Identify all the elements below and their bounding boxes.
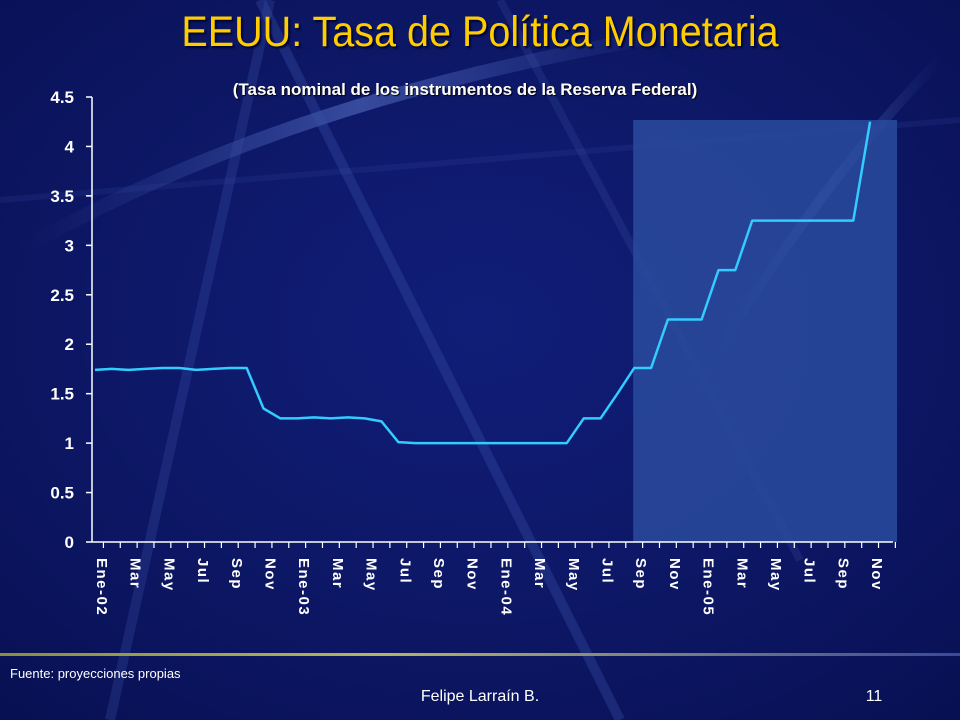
chart-subtitle: (Tasa nominal de los instrumentos de la … — [232, 80, 698, 99]
series-line-tasa — [94, 121, 872, 445]
page-number: 11 — [865, 688, 883, 705]
y-tick-label: 3 — [65, 236, 74, 255]
x-tick-label: Sep — [430, 558, 447, 590]
y-tick-label: 2 — [65, 335, 74, 354]
x-tick-label: May — [565, 558, 582, 592]
x-tick-label: May — [767, 558, 784, 592]
x-tick-label: Sep — [228, 558, 245, 590]
x-tick-label: May — [160, 558, 177, 592]
x-tick-label: Nov — [666, 558, 683, 591]
x-tick-label: May — [363, 558, 380, 592]
x-tick-label: Ene-05 — [700, 558, 717, 616]
source-note: Fuente: proyecciones propias — [10, 666, 181, 681]
x-axis: Ene-02 Mar May Jul Sep Nov Ene-03 Mar May Jul Sep N… — [92, 541, 896, 616]
projection-band — [633, 120, 898, 542]
x-tick-label: Sep — [834, 558, 851, 590]
y-tick-label: 4 — [65, 137, 75, 156]
y-tick-label: 4.5 — [50, 88, 74, 107]
y-axis: 0 0.5 1 1.5 2 2.5 3 3.5 4 4.5 — [50, 88, 93, 552]
y-tick-label: 0.5 — [50, 484, 74, 503]
x-tick-label: Mar — [733, 558, 750, 589]
y-tick-label: 1.5 — [50, 385, 74, 404]
slide-title: EEUU: Tasa de Política Monetaria — [181, 8, 779, 56]
x-tick-label: Jul — [599, 558, 616, 584]
y-tick-label: 2.5 — [50, 286, 74, 305]
y-tick-label: 3.5 — [50, 187, 74, 206]
x-tick-label: Sep — [632, 558, 649, 590]
x-tick-label: Mar — [329, 558, 346, 589]
x-tick-label: Jul — [194, 558, 211, 584]
x-tick-label: Nov — [262, 558, 279, 591]
x-tick-label: Ene-02 — [93, 558, 110, 616]
x-tick-label: Mar — [127, 558, 144, 589]
x-tick-label: Ene-04 — [497, 558, 514, 616]
x-tick-label: Nov — [464, 558, 481, 591]
x-tick-label: Ene-03 — [295, 558, 312, 616]
x-tick-label: Jul — [801, 558, 818, 584]
footer-author: Felipe Larraín B. — [420, 688, 540, 705]
footer-divider — [0, 653, 960, 656]
y-tick-label: 1 — [65, 434, 74, 453]
y-tick-label: 0 — [65, 533, 74, 552]
x-tick-label: Nov — [868, 558, 885, 591]
x-tick-label: Mar — [531, 558, 548, 589]
x-tick-label: Jul — [396, 558, 413, 584]
